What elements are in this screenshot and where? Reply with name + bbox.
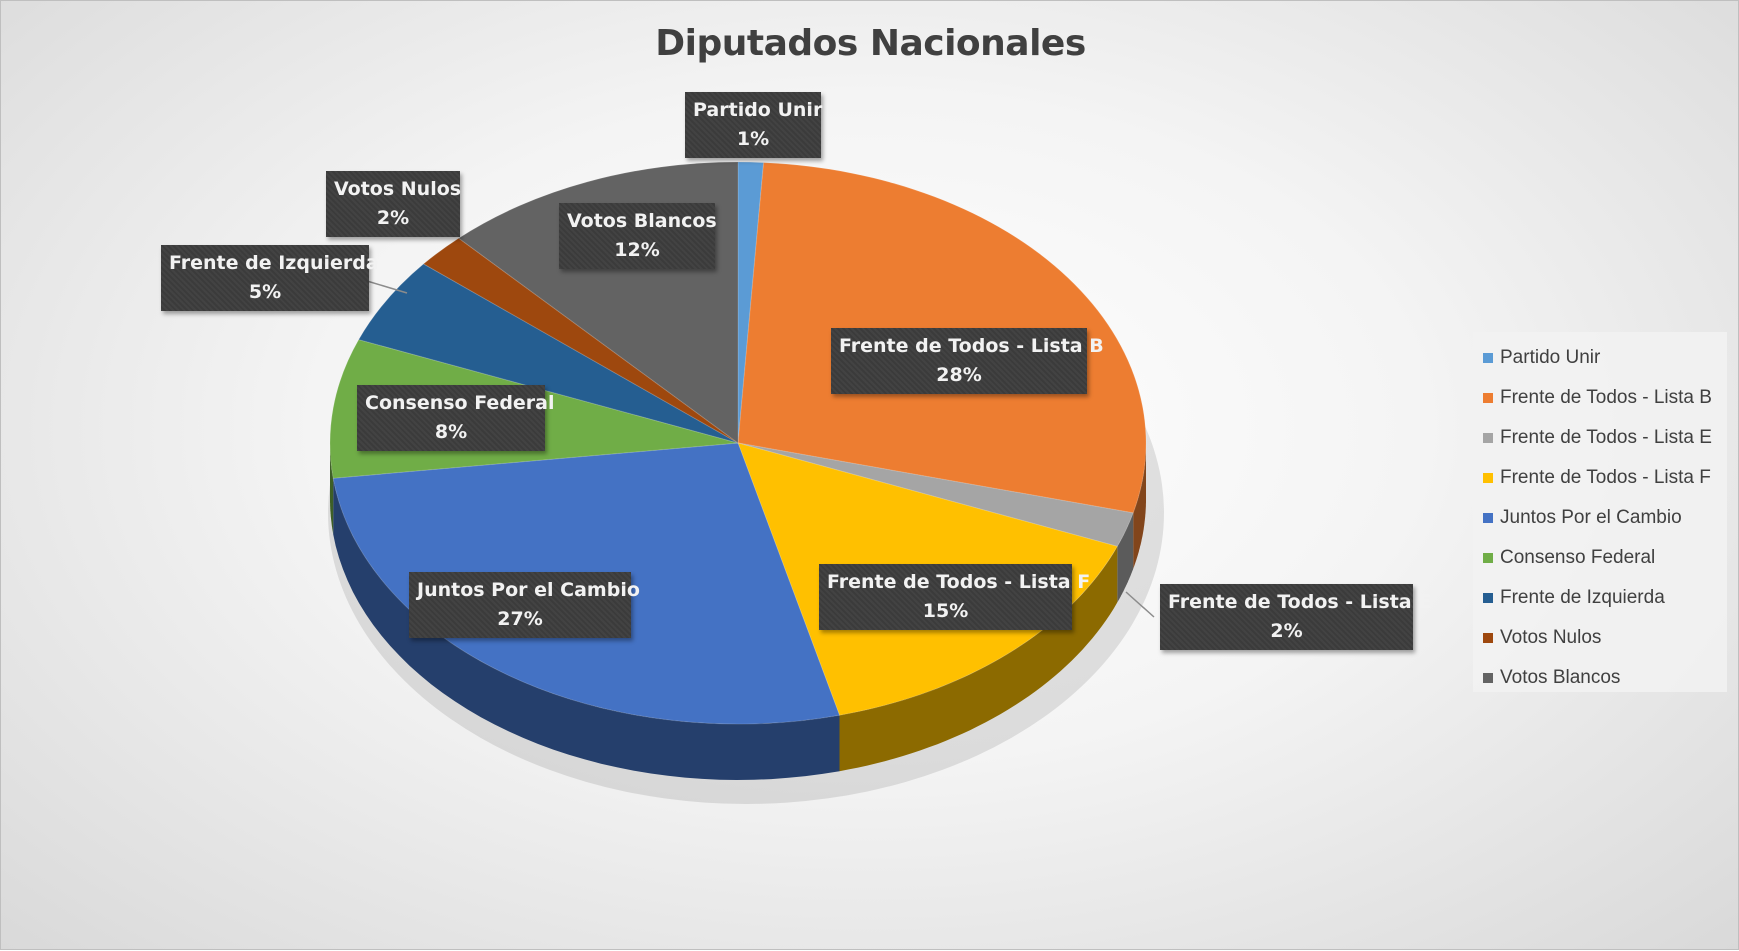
legend-item-juntos-por-el-cambio[interactable]: Juntos Por el Cambio	[1483, 498, 1717, 538]
data-label-votos-blancos: Votos Blancos 12%	[559, 203, 717, 269]
data-label-category: Partido Unir	[693, 99, 823, 121]
legend-swatch	[1483, 473, 1493, 483]
data-label-value: 15%	[922, 600, 969, 622]
legend-item-partido-unir[interactable]: Partido Unir	[1483, 338, 1717, 378]
legend-item-frente-de-todos-lista-b[interactable]: Frente de Todos - Lista B	[1483, 378, 1717, 418]
data-label-value: 12%	[614, 239, 660, 261]
legend: Partido Unir Frente de Todos - Lista B Fre…	[1473, 332, 1727, 692]
data-label-value: 2%	[376, 207, 410, 229]
legend-item-frente-de-todos-lista-e[interactable]: Frente de Todos - Lista E	[1483, 418, 1717, 458]
data-label-category: Votos Blancos	[567, 210, 717, 232]
legend-item-frente-de-izquierda[interactable]: Frente de Izquierda	[1483, 578, 1717, 618]
leader-lines	[366, 280, 1155, 618]
data-label-frente-de-todos-lista-b: Frente de Todos - Lista B 28%	[831, 328, 1104, 394]
data-label-frente-de-todos-lista-e: Frente de Todos - Lista E 2%	[1160, 584, 1432, 650]
data-label-value: 2%	[1270, 620, 1303, 642]
legend-label: Partido Unir	[1500, 347, 1601, 368]
data-label-category: Frente de Todos - Lista E	[1168, 591, 1432, 613]
legend-swatch	[1483, 513, 1493, 523]
data-label-category: Frente de Todos - Lista F	[827, 571, 1091, 593]
data-label-juntos-por-el-cambio: Juntos Por el Cambio 27%	[409, 572, 640, 638]
data-label-category: Frente de Todos - Lista B	[839, 335, 1104, 357]
data-label-consenso-federal: Consenso Federal 8%	[357, 385, 555, 451]
legend-label: Frente de Izquierda	[1500, 587, 1665, 608]
data-label-votos-nulos: Votos Nulos 2%	[326, 171, 462, 237]
pie-side-juntos-por-el-cambio	[333, 478, 840, 780]
data-label-frente-de-izquierda: Frente de Izquierda 5%	[161, 245, 379, 311]
pie-side-walls	[330, 443, 1146, 780]
data-label-value: 1%	[736, 128, 770, 150]
legend-label: Juntos Por el Cambio	[1500, 507, 1682, 528]
legend-item-consenso-federal[interactable]: Consenso Federal	[1483, 538, 1717, 578]
data-label-category: Frente de Izquierda	[169, 252, 379, 274]
legend-label: Frente de Todos - Lista F	[1500, 467, 1711, 488]
pie-slice-votos-nulos[interactable]	[422, 237, 739, 444]
legend-swatch	[1483, 593, 1493, 603]
leader-line-frente-de-todos-lista-e	[1125, 591, 1155, 618]
data-label-value: 8%	[434, 421, 468, 443]
legend-label: Consenso Federal	[1500, 547, 1656, 568]
pie-side-consenso-federal	[330, 443, 334, 535]
pie-slice-frente-de-izquierda[interactable]	[357, 263, 739, 444]
data-label-category: Consenso Federal	[365, 392, 555, 414]
legend-swatch	[1483, 553, 1493, 563]
legend-label: Frente de Todos - Lista B	[1500, 387, 1712, 408]
data-label-category: Juntos Por el Cambio	[417, 579, 640, 601]
pie-slice-partido-unir[interactable]	[737, 161, 765, 444]
legend-item-votos-nulos[interactable]: Votos Nulos	[1483, 618, 1717, 658]
legend-swatch	[1483, 673, 1493, 683]
legend-swatch	[1483, 433, 1493, 443]
pie-side-frente-de-todos-lista-b	[1133, 443, 1146, 569]
legend-label: Votos Blancos	[1500, 667, 1621, 688]
data-label-value: 28%	[936, 364, 982, 386]
legend-label: Votos Nulos	[1500, 627, 1602, 648]
pie-side-frente-de-todos-lista-e	[1117, 512, 1134, 603]
data-label-category: Votos Nulos	[334, 178, 462, 200]
legend-swatch	[1483, 633, 1493, 643]
leader-line-frente-de-izquierda	[366, 280, 408, 294]
data-label-partido-unir: Partido Unir 1%	[685, 92, 823, 158]
legend-item-frente-de-todos-lista-f[interactable]: Frente de Todos - Lista F	[1483, 458, 1717, 498]
data-label-value: 5%	[248, 281, 282, 303]
legend-swatch	[1483, 353, 1493, 363]
data-label-frente-de-todos-lista-f: Frente de Todos - Lista F 15%	[819, 564, 1091, 630]
pie-side-frente-de-todos-lista-f	[839, 546, 1118, 772]
pie-slice-frente-de-todos-lista-e[interactable]	[737, 442, 1134, 547]
data-label-value: 27%	[497, 608, 543, 630]
legend-label: Frente de Todos - Lista E	[1500, 427, 1712, 448]
chart-title: Diputados Nacionales	[655, 23, 1086, 64]
legend-swatch	[1483, 393, 1493, 403]
legend-item-votos-blancos[interactable]: Votos Blancos	[1483, 658, 1717, 698]
